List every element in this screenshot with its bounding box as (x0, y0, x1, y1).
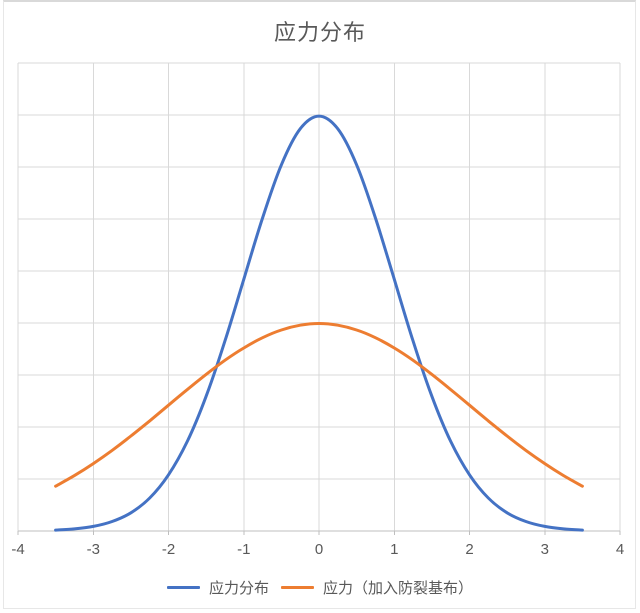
legend-swatch-series-2-icon (281, 586, 314, 589)
x-axis-label-1: 1 (390, 541, 399, 558)
x-axis-label--4: -4 (11, 541, 25, 558)
chart-title: 应力分布 (273, 20, 366, 45)
x-axis-label--3: -3 (86, 541, 100, 558)
legend-swatch-series-1-icon (166, 586, 200, 589)
legend-item-series-2: 应力（加入防裂基布） (281, 577, 473, 598)
x-axis (17, 530, 621, 535)
x-axis-label-4: 4 (615, 541, 625, 558)
legend: 应力分布 应力（加入防裂基布） (0, 577, 640, 598)
gridlines (17, 62, 621, 531)
x-axis-label--2: -2 (161, 541, 176, 558)
x-axis-label--1: -1 (237, 541, 251, 558)
series-2-line (54, 321, 584, 488)
series-1-line (54, 114, 584, 532)
x-axis-label-2: 2 (465, 541, 474, 558)
plot-area (17, 62, 621, 535)
x-axis-label-0: 0 (314, 541, 324, 558)
legend-item-series-1: 应力分布 (166, 577, 269, 598)
x-axis-label-3: 3 (540, 541, 549, 558)
legend-label-series-1: 应力分布 (208, 580, 269, 597)
legend-label-series-2: 应力（加入防裂基布） (323, 580, 474, 597)
